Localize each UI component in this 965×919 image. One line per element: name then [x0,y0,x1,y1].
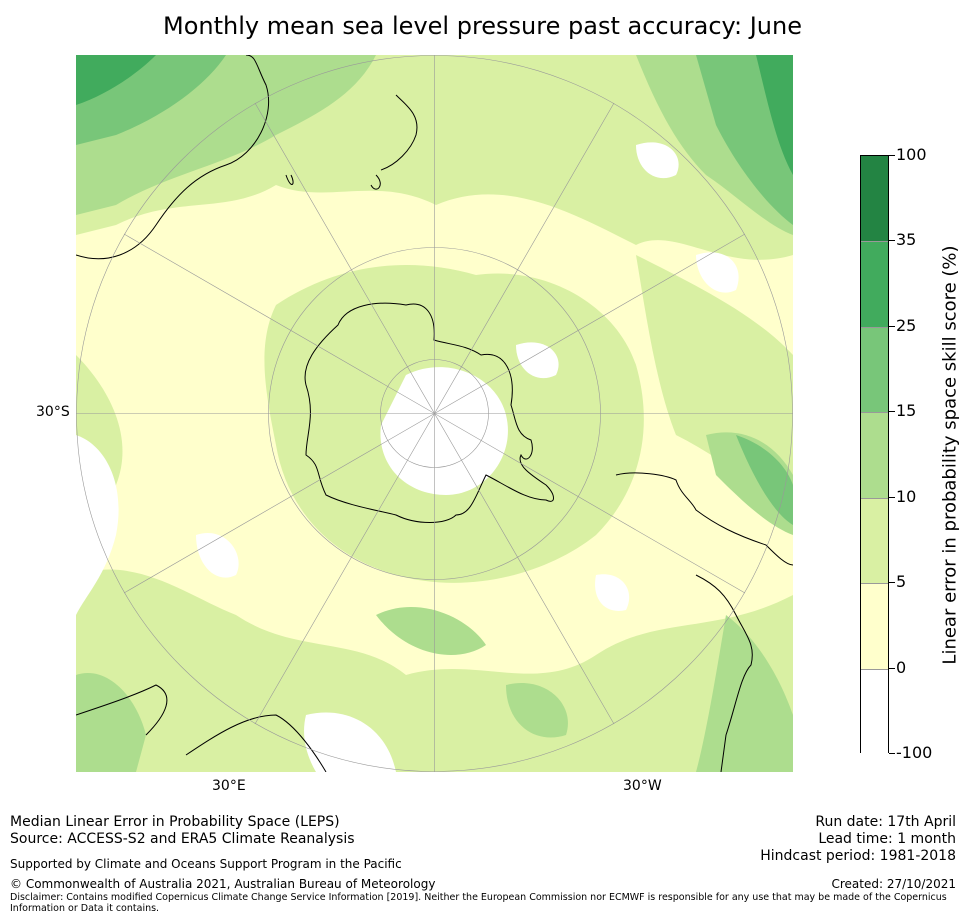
colorbar-tick-label: -100 [896,743,933,762]
colorbar-bin [861,156,888,242]
colorbar-tick-label: 100 [896,145,927,164]
chart-title: Monthly mean sea level pressure past acc… [162,12,802,40]
footer-disclaimer: Disclaimer: Contains modified Copernicus… [10,892,947,914]
colorbar-bin [861,326,888,414]
colorbar-bin [861,497,888,585]
lon-label-30e: 30°E [212,778,246,794]
south-america-coastline [615,472,793,772]
footer-hindcast: Hindcast period: 1981-2018 [760,848,956,864]
colorbar-tick-label: 15 [896,401,917,421]
skill-field-25-35 [76,55,793,175]
colorbar-tick [889,582,895,584]
new-zealand-coastline [370,94,418,190]
colorbar-tick-label: 10 [896,486,917,506]
colorbar-bin [861,412,888,499]
lat-label-30s: 30°S [36,404,70,420]
antarctica-coastline [304,302,554,523]
footer-run-date: Run date: 17th April [815,814,956,830]
lon-label-30w: 30°W [623,778,662,794]
colorbar-tick-label: 35 [896,230,917,250]
colorbar-tick [889,753,895,754]
colorbar-tick [889,325,895,327]
colorbar-bin [861,241,888,328]
graticule [76,55,793,772]
footer-method: Median Linear Error in Probability Space… [10,814,340,830]
footer-created: Created: 27/10/2021 [831,877,956,891]
colorbar-bin [861,668,888,755]
colorbar-bin [861,583,888,670]
footer-support: Supported by Climate and Oceans Support … [10,857,402,871]
colorbar-tick-label: 25 [896,315,917,335]
africa-coastline [76,684,327,772]
colorbar-tick [889,496,895,498]
colorbar-tick [889,411,895,413]
colorbar-tick-label: 5 [896,572,907,592]
footer-lead-time: Lead time: 1 month [818,831,956,847]
footer-copyright: © Commonwealth of Australia 2021, Austra… [10,877,436,891]
skill-field-negative [76,142,739,772]
colorbar-tick-label: 0 [896,657,907,677]
colorbar-tick [889,667,895,669]
footer-source: Source: ACCESS-S2 and ERA5 Climate Reana… [10,831,355,847]
colorbar-title: Linear error in probability space skill … [939,245,961,665]
polar-map [76,55,793,772]
colorbar [860,155,889,755]
australia-coastline [76,55,294,260]
colorbar-tick [889,240,895,242]
coastlines [76,55,793,772]
colorbar-tick [889,155,895,156]
